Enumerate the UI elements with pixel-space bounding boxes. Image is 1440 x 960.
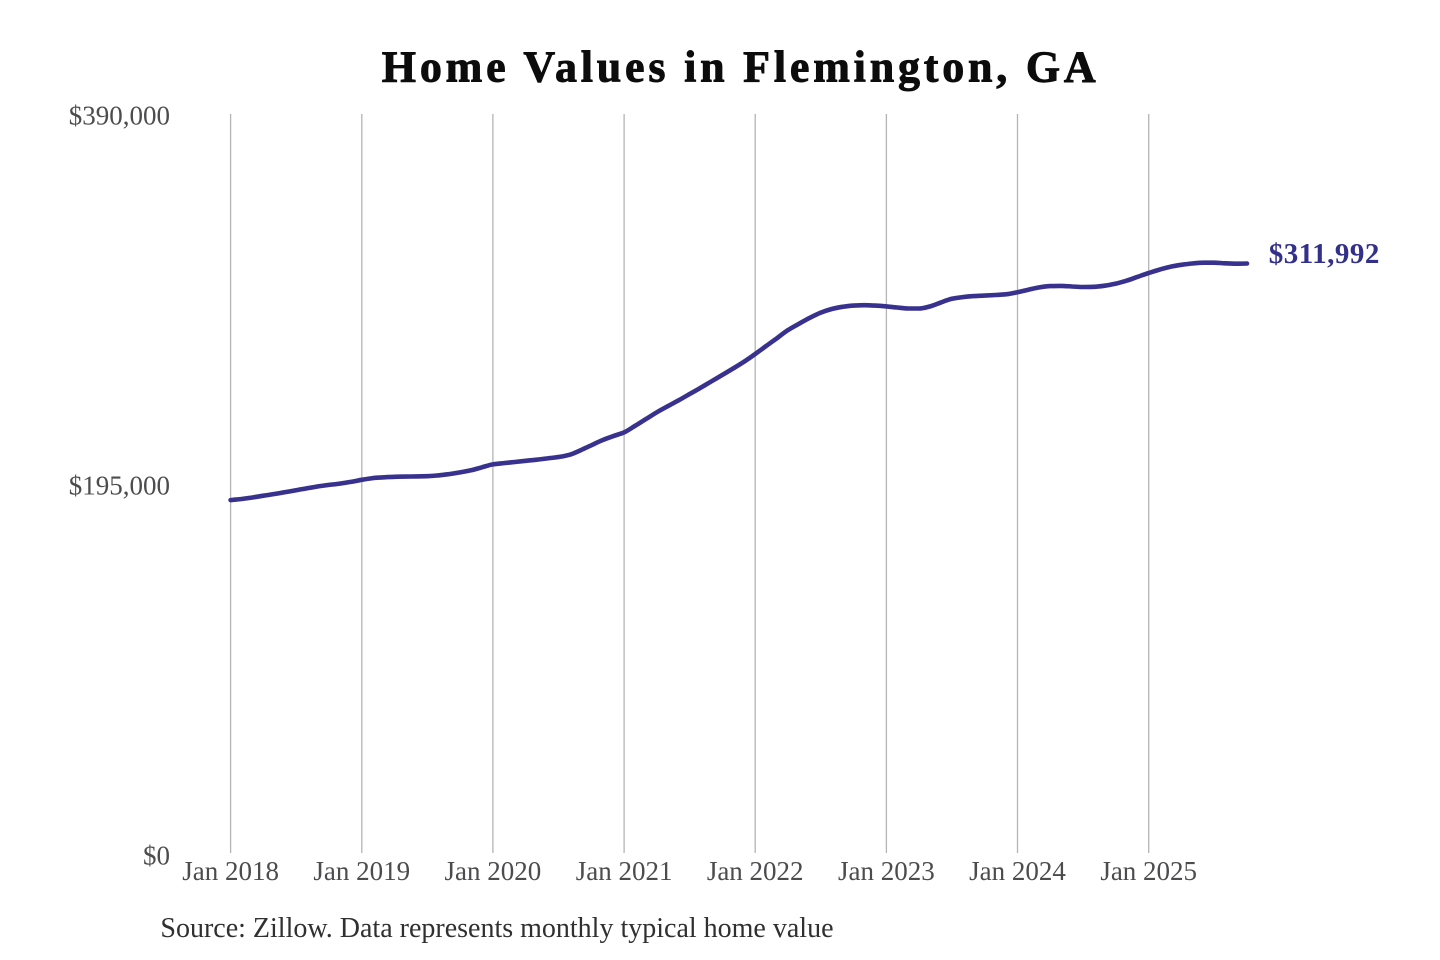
svg-text:Jan 2021: Jan 2021: [576, 856, 673, 886]
svg-text:$0: $0: [143, 840, 170, 870]
svg-text:Jan 2020: Jan 2020: [445, 856, 542, 886]
svg-text:Jan 2023: Jan 2023: [838, 856, 935, 886]
svg-text:Home Values in Flemington, GA: Home Values in Flemington, GA: [382, 42, 1100, 91]
svg-text:$311,992: $311,992: [1269, 238, 1380, 270]
svg-text:$195,000: $195,000: [69, 470, 170, 500]
svg-text:Jan 2018: Jan 2018: [182, 856, 279, 886]
svg-text:Jan 2022: Jan 2022: [707, 856, 804, 886]
svg-text:Jan 2025: Jan 2025: [1100, 856, 1197, 886]
svg-text:Source: Zillow. Data represent: Source: Zillow. Data represents monthly …: [160, 913, 833, 944]
svg-text:Jan 2024: Jan 2024: [969, 856, 1066, 886]
svg-text:$390,000: $390,000: [69, 100, 170, 130]
svg-text:Jan 2019: Jan 2019: [313, 856, 410, 886]
